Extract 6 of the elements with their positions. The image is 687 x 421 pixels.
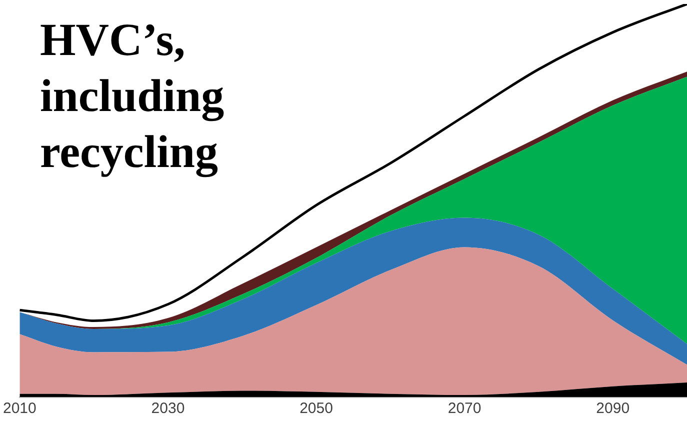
x-tick-label: 2010 bbox=[2, 400, 36, 418]
text: HVC’s, including recycling bbox=[40, 13, 226, 180]
x-tick-label: 2090 bbox=[596, 400, 630, 418]
x-tick-label: 2050 bbox=[300, 400, 333, 418]
x-tick-label: 2030 bbox=[151, 400, 185, 418]
x-tick-label: 2070 bbox=[448, 400, 482, 418]
